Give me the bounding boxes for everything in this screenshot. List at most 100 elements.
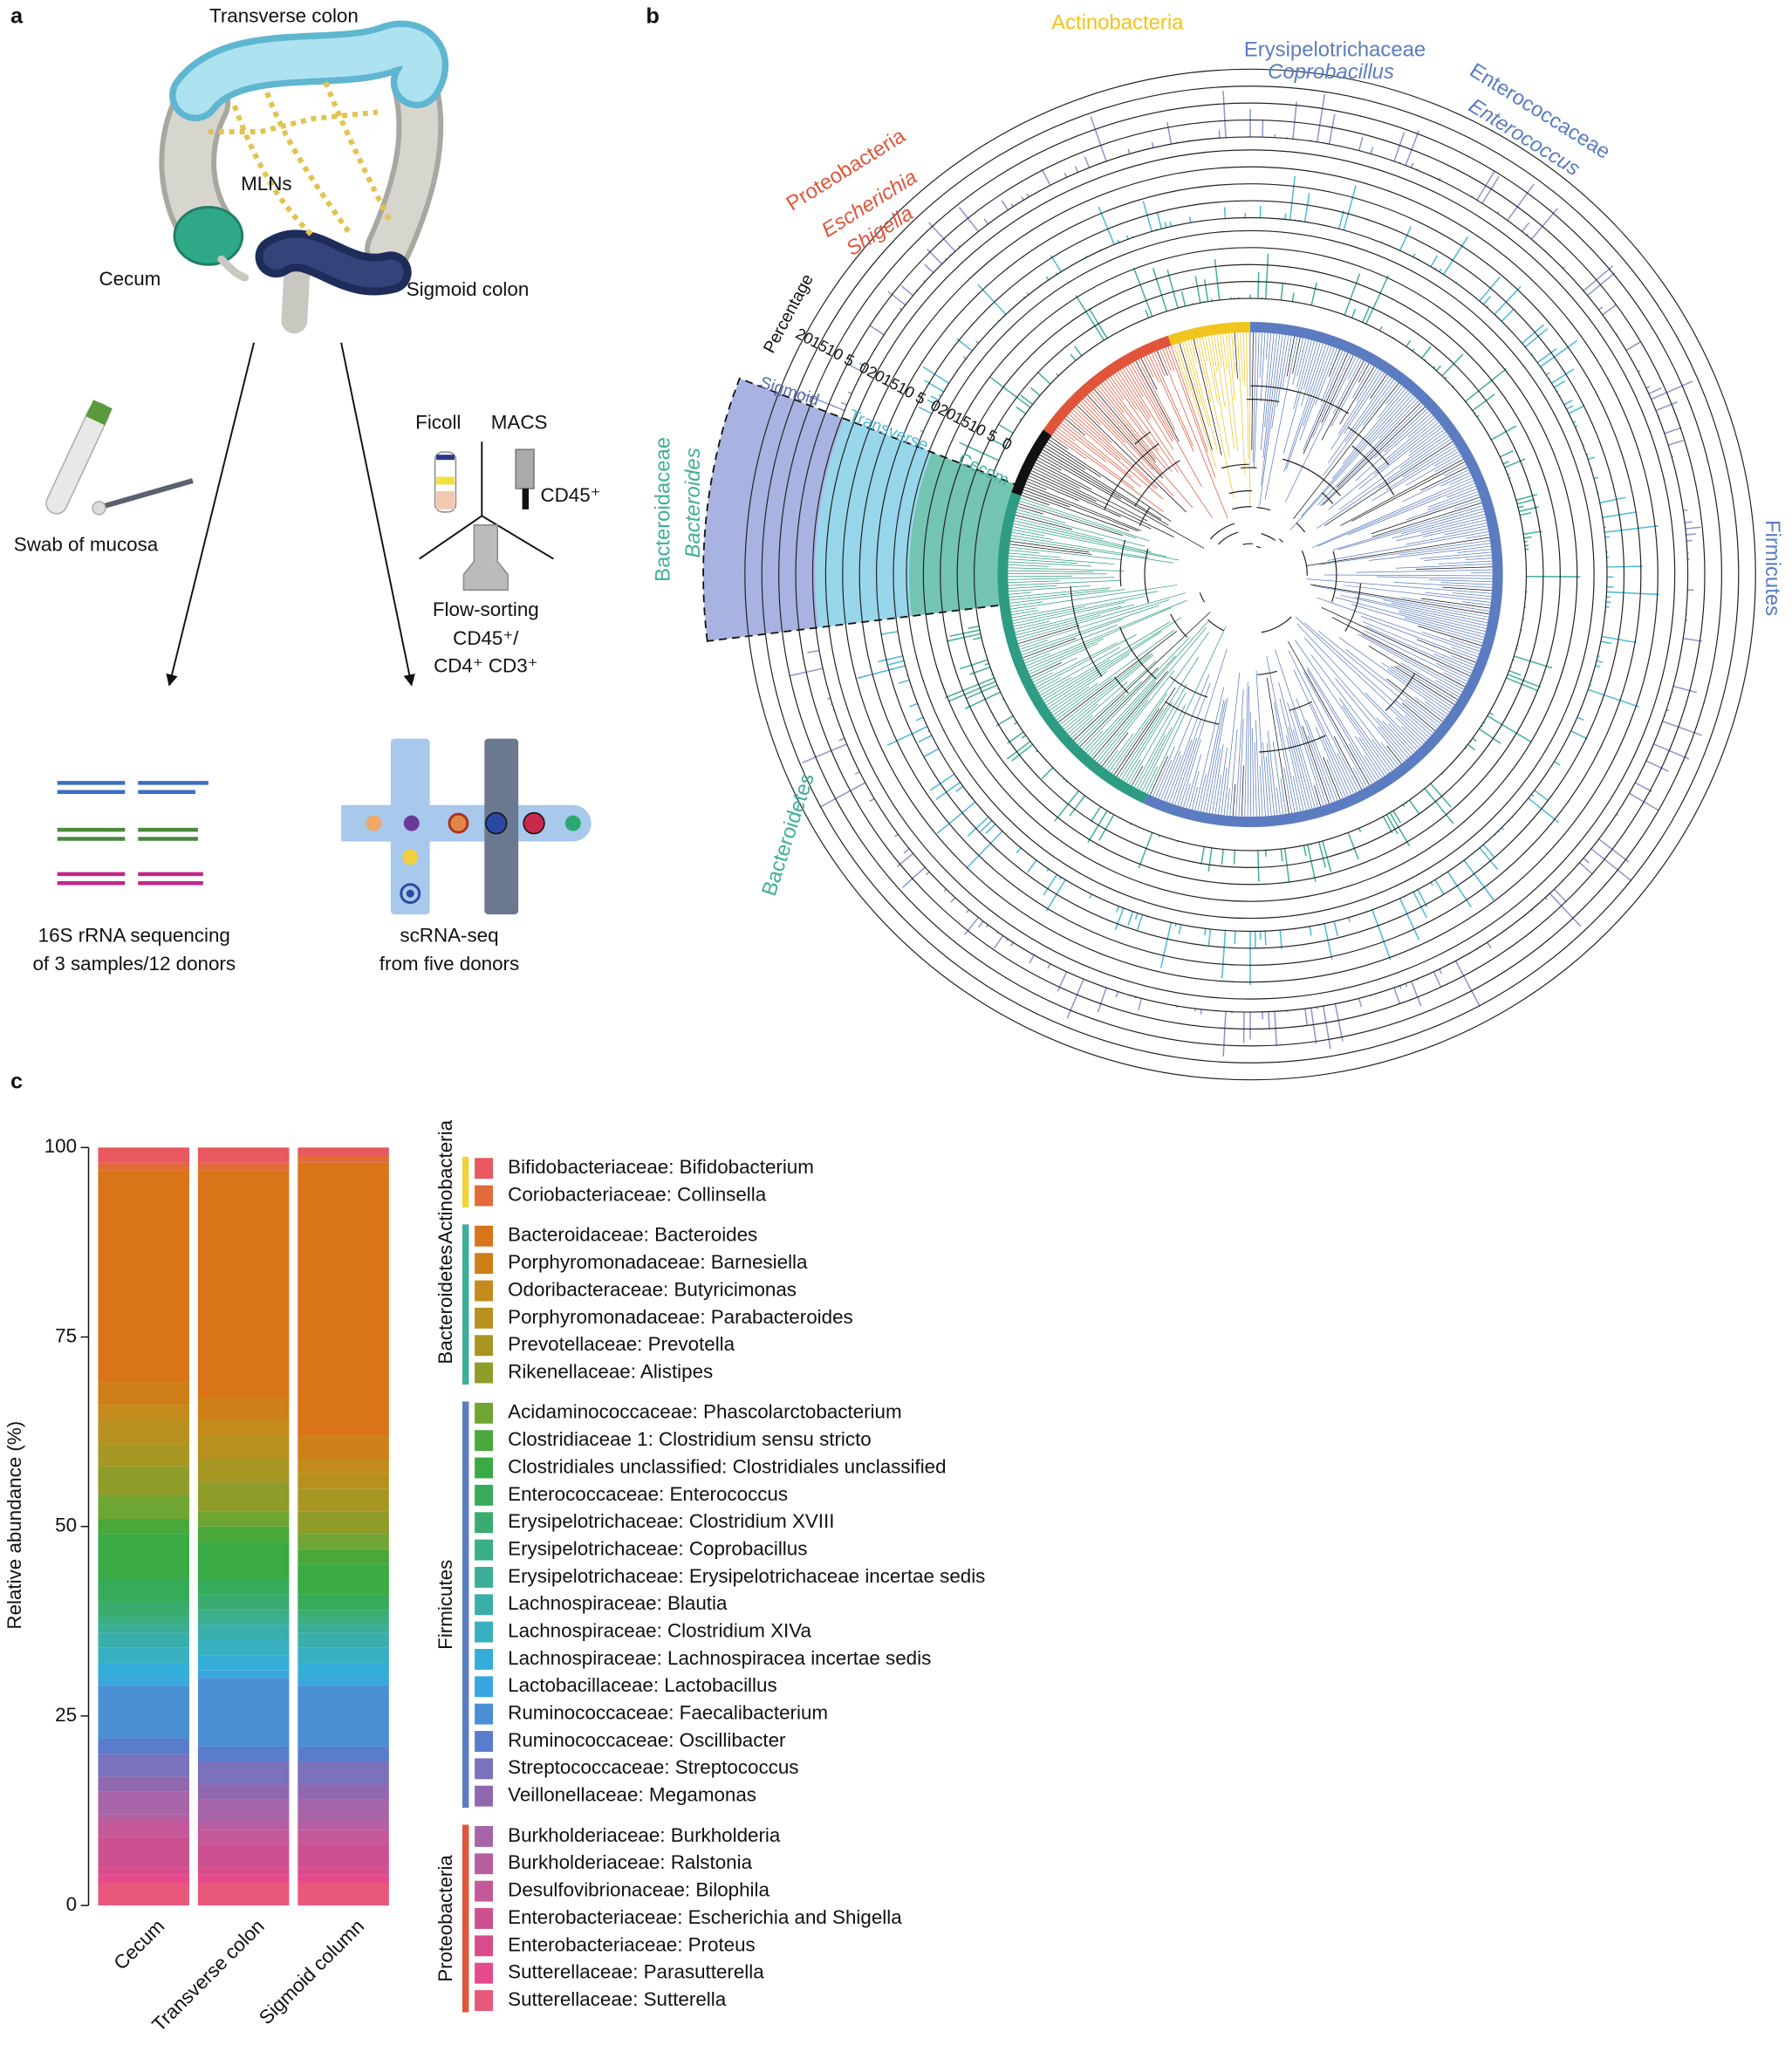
ring-histogram-bar [918, 406, 933, 414]
ring-histogram-bar [1519, 512, 1532, 516]
tree-branch [1030, 662, 1062, 678]
tree-branch [1406, 494, 1480, 521]
tree-branch [1449, 638, 1481, 649]
ring-histogram-bar [1047, 963, 1051, 969]
tree-branch [1134, 460, 1180, 507]
ring-histogram-bar [1482, 295, 1492, 305]
ring-histogram-bar [1358, 998, 1362, 1008]
tree-branch [1380, 742, 1399, 766]
tree-branch [1293, 710, 1324, 806]
tree-branch [1321, 735, 1349, 797]
tree-branch [1306, 537, 1490, 566]
tree-branch [1008, 575, 1073, 578]
tree-branch [1321, 350, 1344, 403]
tree-branch [1400, 597, 1490, 612]
ring-histogram-bar [943, 888, 947, 893]
tree-branch [1305, 719, 1338, 801]
tree-branch [1237, 332, 1246, 475]
ring-histogram-bar [1606, 565, 1643, 568]
ring-histogram-bar [1371, 909, 1392, 961]
legend-label: Clostridiales unclassified: Clostridiale… [508, 1455, 946, 1477]
ring-histogram-bar [1125, 235, 1129, 240]
ring-histogram-bar [1223, 207, 1227, 219]
tree-branch [1312, 353, 1351, 438]
legend-label: Enterococcaceae: Enterococcus [508, 1483, 788, 1505]
ring-histogram-bar [1508, 670, 1522, 676]
tree-branch [1093, 388, 1156, 463]
tree-branch [1098, 385, 1166, 470]
tree-branch [1084, 396, 1154, 471]
tree-branch [1319, 404, 1424, 507]
tree-branch [1009, 587, 1111, 598]
ring-grid-circle [893, 216, 1608, 933]
tree-branch [1169, 676, 1208, 698]
ring-histogram-bar [1066, 978, 1084, 1019]
label: 16S rRNA sequencing [38, 924, 230, 946]
tree-branch [1009, 544, 1092, 555]
tree-branch [1374, 421, 1440, 475]
tree-branch [1116, 687, 1176, 777]
tree-branch [1352, 767, 1365, 789]
ring-histogram-bar [962, 356, 967, 359]
tree-branch [1177, 648, 1228, 806]
ring-histogram-bar [1156, 211, 1163, 229]
label: Ficoll [415, 411, 461, 433]
tree-branch [1358, 363, 1370, 383]
tree-branch [1036, 459, 1092, 490]
ring-histogram-bar [1672, 685, 1697, 694]
tree-branch [1262, 333, 1277, 458]
tree-branch [1207, 336, 1230, 458]
tree-branch [1370, 373, 1387, 400]
tree-branch [1400, 662, 1460, 698]
legend-group-label: Actinobacteria [434, 1119, 456, 1243]
tree-branch [1165, 701, 1220, 725]
tree-branch [1421, 631, 1481, 652]
tree-branch [1077, 681, 1143, 745]
tree-branch [1228, 489, 1253, 495]
legend-swatch [473, 1184, 495, 1207]
bar-segment [197, 1481, 290, 1512]
ring-histogram-bar [1280, 284, 1284, 301]
tree-branch [1321, 360, 1365, 441]
ring-histogram-bar [1362, 305, 1371, 323]
tree-branch [1070, 411, 1156, 489]
tree-branch [1214, 334, 1226, 407]
ring-histogram-bar [909, 702, 918, 708]
tree-branch [1081, 637, 1190, 749]
ring-histogram-bar [1348, 917, 1351, 923]
taxon-label: Bacteroides [681, 448, 705, 557]
bar-segment [298, 1867, 389, 1876]
tree-branch [1293, 382, 1399, 519]
tree-branch [1351, 365, 1372, 399]
ring-histogram-bar [1073, 345, 1083, 357]
tree-branch [1018, 503, 1123, 537]
tree-branch [1307, 343, 1323, 394]
tree-branch [1023, 489, 1070, 508]
legend-label: Lachnospiraceae: Clostridium XIVa [508, 1620, 811, 1642]
bar-segment [298, 1458, 389, 1474]
ring-histogram-bar [935, 781, 961, 800]
tree-branch [1016, 614, 1101, 639]
tree-branch [1218, 531, 1239, 545]
tree-branch [1012, 526, 1180, 561]
ring-histogram-bar [1084, 156, 1091, 168]
ring-histogram-bar [881, 631, 899, 635]
ring-histogram-bar [1005, 437, 1010, 441]
tree-branch [1374, 408, 1428, 459]
tree-branch [1248, 332, 1251, 506]
ring-histogram-bar [858, 362, 866, 367]
tree-branch [1345, 649, 1441, 725]
tree-branch [1097, 700, 1149, 763]
bar-segment [197, 1746, 290, 1762]
ring-histogram-bar [1045, 879, 1066, 912]
tree-branch [1219, 333, 1235, 449]
tree-branch [1056, 677, 1113, 721]
tree-branch [1080, 400, 1174, 496]
legend-swatch [473, 1620, 495, 1645]
tree-branch [1397, 665, 1457, 703]
legend-label: Desulfovibrionaceae: Bilophila [508, 1879, 769, 1901]
tree-branch [1356, 569, 1493, 573]
ring-histogram-bar [1087, 810, 1108, 844]
tree-branch [1289, 701, 1313, 711]
tree-branch [1240, 332, 1243, 381]
